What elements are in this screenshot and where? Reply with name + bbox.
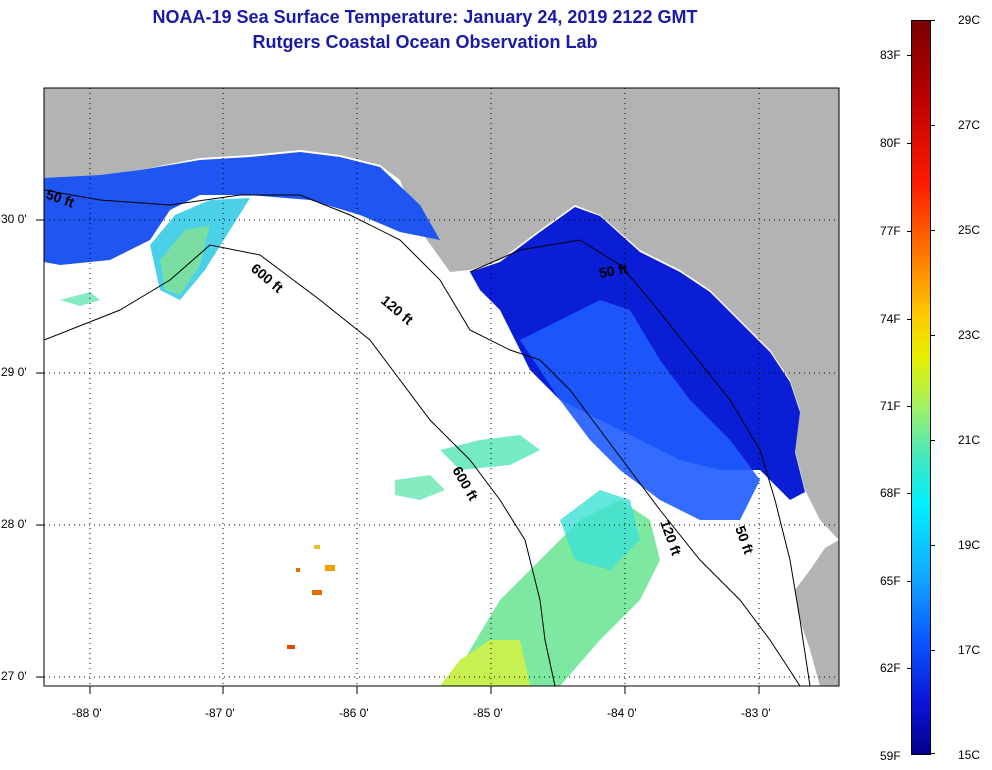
sst-mid-patch — [440, 435, 540, 470]
axis-ticks — [36, 219, 760, 694]
lon-label: -83 0' — [741, 706, 771, 720]
lat-label: 27 0' — [1, 669, 27, 683]
colorbar-c-label: 27C — [958, 118, 981, 132]
contour-600ft — [44, 244, 556, 686]
colorbar-c-label: 19C — [958, 538, 981, 552]
sst-blue-band — [520, 300, 760, 520]
colorbar-f-label: 62F — [880, 661, 901, 675]
lon-label: -88 0' — [72, 706, 102, 720]
lon-label: -85 0' — [473, 706, 503, 720]
sst-south-cyan — [560, 490, 640, 570]
colorbar-f-label: 83F — [880, 48, 901, 62]
colorbar-c-label: 21C — [958, 433, 981, 447]
colorbar-c-label: 23C — [958, 328, 981, 342]
sst-mid-patch-2 — [395, 475, 445, 500]
colorbar-f-label: 59F — [880, 749, 901, 763]
temperature-colorbar — [911, 20, 931, 755]
warm-speck — [287, 645, 295, 649]
lat-label: 30 0' — [1, 212, 27, 226]
warm-speck — [296, 568, 300, 572]
sst-south-yellow — [440, 640, 530, 686]
lon-label: -84 0' — [607, 706, 637, 720]
lat-label: 29 0' — [1, 365, 27, 379]
lon-label: -87 0' — [205, 706, 235, 720]
map-frame — [43, 87, 840, 687]
colorbar-f-label: 80F — [880, 136, 901, 150]
colorbar-f-label: 77F — [880, 224, 901, 238]
contour-50ft — [469, 239, 811, 686]
land-mass-north — [44, 88, 839, 540]
warm-speck — [325, 565, 335, 571]
colorbar-c-label: 17C — [958, 643, 981, 657]
sst-panhandle — [44, 152, 440, 265]
colorbar-f-label: 65F — [880, 574, 901, 588]
contour-label: 50 ft — [598, 260, 629, 281]
warm-speck — [312, 590, 322, 595]
lon-label: -86 0' — [339, 706, 369, 720]
colorbar-f-label: 71F — [880, 399, 901, 413]
colorbar-c-label: 15C — [958, 748, 981, 762]
sst-mid-patch-3 — [60, 292, 100, 306]
colorbar-f-label: 68F — [880, 486, 901, 500]
colorbar-c-label: 25C — [958, 223, 981, 237]
colorbar-f-label: 74F — [880, 312, 901, 326]
contour-120ft — [44, 189, 801, 686]
colorbar-c-label: 29C — [958, 13, 981, 27]
land-peninsula — [795, 540, 839, 686]
map-title: NOAA-19 Sea Surface Temperature: January… — [152, 7, 698, 27]
warm-speck — [314, 545, 320, 549]
lat-label: 28 0' — [1, 517, 27, 531]
map-subtitle: Rutgers Coastal Ocean Observation Lab — [252, 32, 598, 52]
